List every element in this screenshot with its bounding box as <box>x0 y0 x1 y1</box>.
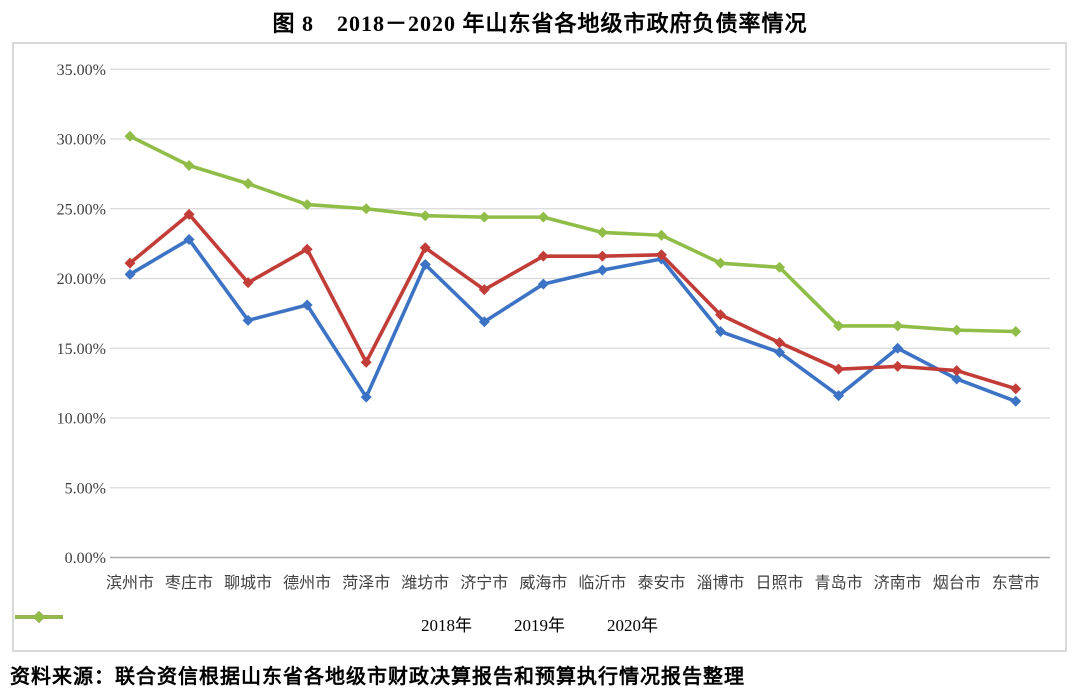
data-point-marker-2020年 <box>301 199 313 211</box>
data-point-marker-2019年 <box>183 208 195 220</box>
data-point-marker-2019年 <box>537 250 549 262</box>
plot-area: 0.00% 5.00% 10.00% 15.00% 20.00% 25.00% 30.00%… <box>57 62 1050 592</box>
data-point-marker-2019年 <box>596 250 608 262</box>
legend-label: 2018年 <box>421 615 472 635</box>
data-point-marker-2019年 <box>951 365 963 377</box>
x-axis-label: 聊城市 <box>224 574 272 592</box>
data-point-marker-2020年 <box>774 261 786 273</box>
chart-area: 0.00% 5.00% 10.00% 15.00% 20.00% 25.00% 30.00%… <box>12 42 1067 652</box>
x-axis-label: 德州市 <box>283 574 331 592</box>
x-axis-label: 临沂市 <box>578 574 626 592</box>
series-line-2019年 <box>128 212 1017 391</box>
x-axis-label: 青岛市 <box>815 574 863 592</box>
data-point-marker-2020年 <box>183 160 195 172</box>
data-point-marker-2018年 <box>478 316 490 328</box>
data-point-marker-2020年 <box>596 226 608 238</box>
data-point-marker-2019年 <box>419 242 431 254</box>
data-point-marker-2018年 <box>301 299 313 311</box>
x-axis-label: 烟台市 <box>933 574 981 592</box>
data-point-marker-2018年 <box>596 264 608 276</box>
x-axis-label: 济宁市 <box>460 574 508 592</box>
y-axis-label: 10.00% <box>57 411 106 428</box>
data-point-marker-2020年 <box>715 257 726 269</box>
legend-item-2018年: 2018年 <box>15 611 472 636</box>
data-point-marker-2020年 <box>655 229 667 241</box>
data-point-marker-2020年 <box>242 178 254 190</box>
x-axis-label: 济南市 <box>874 574 922 592</box>
data-point-marker-2018年 <box>951 373 963 385</box>
data-point-marker-2018年 <box>715 326 726 338</box>
y-axis-label: 15.00% <box>57 341 106 358</box>
data-point-marker-2018年 <box>892 342 904 354</box>
data-point-marker-2020年 <box>1010 326 1022 338</box>
data-point-marker-2019年 <box>478 284 490 296</box>
y-axis-label: 35.00% <box>57 62 106 79</box>
data-point-marker-2019年 <box>655 249 667 261</box>
chart-legend: 2018年 2019年 2020年 <box>14 610 1065 636</box>
data-point-marker-2018年 <box>183 233 195 245</box>
y-axis-label: 5.00% <box>65 480 106 497</box>
x-axis-label: 枣庄市 <box>165 574 213 592</box>
data-point-marker-2018年 <box>124 268 136 280</box>
y-axis-label: 0.00% <box>65 550 106 567</box>
series-line-2020年 <box>129 134 1016 334</box>
data-point-marker-2019年 <box>833 363 845 375</box>
x-axis-label: 潍坊市 <box>401 574 449 592</box>
legend-marker-icon <box>15 611 63 623</box>
data-point-marker-2018年 <box>242 314 254 326</box>
data-point-marker-2020年 <box>419 210 431 222</box>
data-point-marker-2019年 <box>892 360 904 372</box>
legend-item-2020年: 2020年 <box>15 611 658 636</box>
y-axis-label: 20.00% <box>57 271 106 288</box>
series-line-2018年 <box>129 237 1017 403</box>
data-point-marker-2019年 <box>715 309 726 321</box>
x-axis-label: 菏泽市 <box>342 574 390 592</box>
data-point-marker-2020年 <box>124 130 136 142</box>
y-axis-label: 25.00% <box>57 201 106 218</box>
data-point-marker-2018年 <box>774 346 786 358</box>
data-point-marker-2020年 <box>360 203 372 215</box>
legend-item-2019年: 2019年 <box>15 611 565 636</box>
data-point-marker-2020年 <box>833 320 845 332</box>
data-point-marker-2019年 <box>301 243 313 255</box>
data-point-marker-2020年 <box>951 324 963 336</box>
data-point-marker-2020年 <box>892 320 904 332</box>
x-axis-label: 东营市 <box>992 574 1040 592</box>
x-axis-label: 日照市 <box>756 574 804 592</box>
x-axis-label: 泰安市 <box>637 574 685 592</box>
x-axis-label: 威海市 <box>519 574 567 592</box>
data-point-marker-2019年 <box>1010 383 1022 395</box>
page-title: 图 8 2018－2020 年山东省各地级市政府负债率情况 <box>272 11 808 36</box>
data-point-marker-2019年 <box>774 337 786 349</box>
x-axis-label: 淄博市 <box>696 574 744 592</box>
data-point-marker-2018年 <box>537 278 549 290</box>
data-point-marker-2018年 <box>419 259 431 271</box>
data-point-marker-2018年 <box>833 390 845 402</box>
data-point-marker-2020年 <box>478 211 490 223</box>
data-point-marker-2019年 <box>124 257 136 269</box>
data-point-marker-2018年 <box>360 391 372 403</box>
x-axis-label: 滨州市 <box>106 574 154 592</box>
data-point-marker-2020年 <box>537 211 549 223</box>
data-point-marker-2019年 <box>242 277 254 289</box>
data-point-marker-2019年 <box>360 356 372 368</box>
source-note: 资料来源：联合资信根据山东省各地级市财政决算报告和预算执行情况报告整理 <box>10 666 745 688</box>
y-axis-label: 30.00% <box>57 132 106 149</box>
legend-label: 2020年 <box>607 615 658 635</box>
legend-label: 2019年 <box>514 615 565 635</box>
data-point-marker-2018年 <box>1010 395 1022 407</box>
